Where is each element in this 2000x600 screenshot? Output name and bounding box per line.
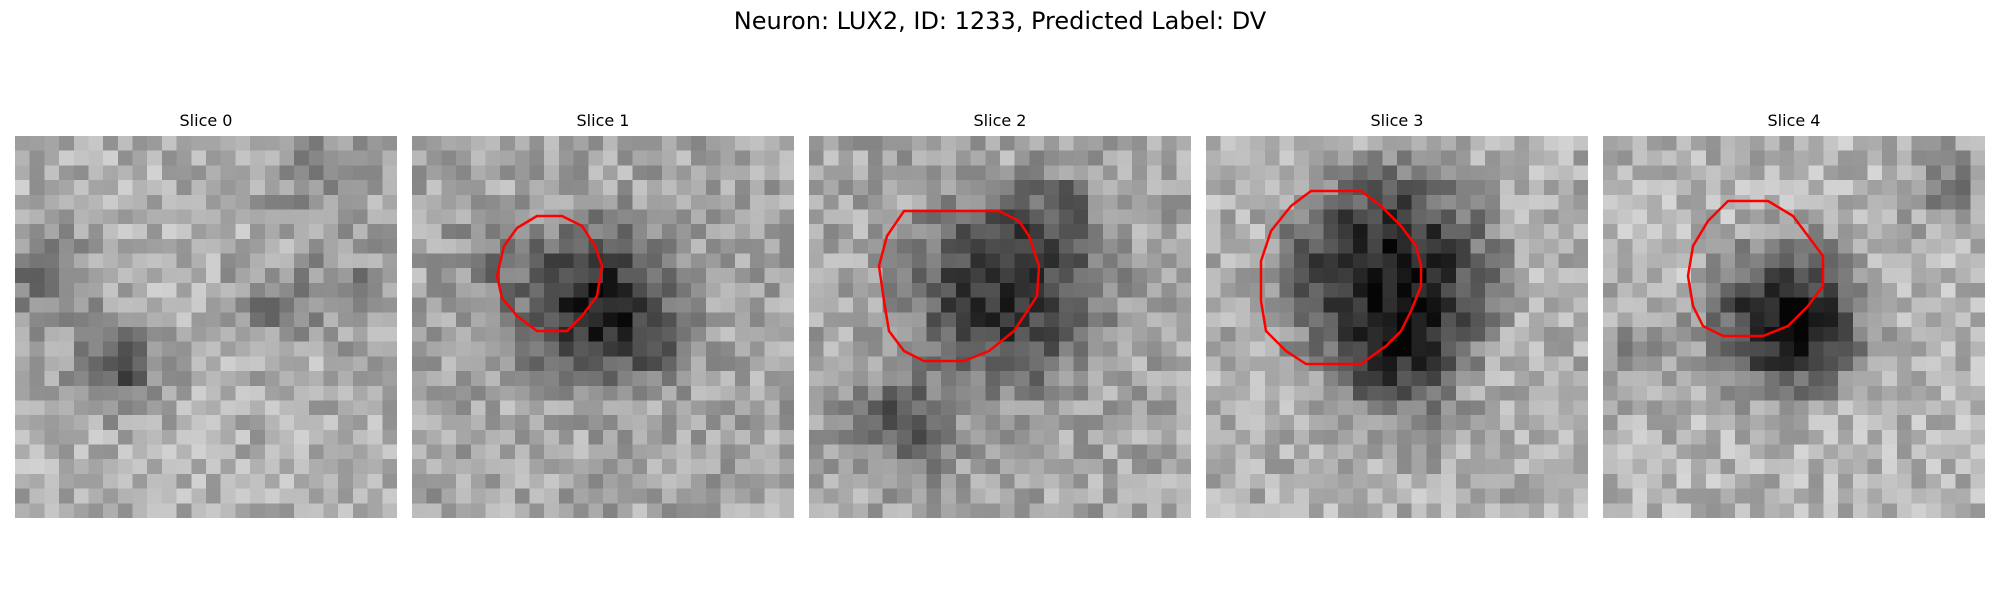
slice-panel-4: Slice 4 (1603, 110, 1985, 518)
slice-title-1: Slice 1 (576, 111, 630, 130)
slice-title-2: Slice 2 (973, 111, 1027, 130)
slice-panel-2: Slice 2 (809, 110, 1191, 518)
neuron-outline (1259, 189, 1423, 366)
slice-image-3 (1206, 136, 1588, 518)
slice-panel-1: Slice 1 (412, 110, 794, 518)
slice-pixels (15, 136, 397, 518)
slice-panel-0: Slice 0 (15, 110, 397, 518)
slice-title-3: Slice 3 (1370, 111, 1424, 130)
neuron-outline (1686, 199, 1825, 338)
slice-image-2 (809, 136, 1191, 518)
slice-image-1 (412, 136, 794, 518)
figure-title: Neuron: LUX2, ID: 1233, Predicted Label:… (733, 7, 1267, 35)
slice-title-4: Slice 4 (1767, 111, 1821, 130)
slice-pixels (809, 136, 1191, 518)
slice-image-4 (1603, 136, 1985, 518)
neuron-outline (877, 209, 1041, 363)
neuron-outline (495, 214, 604, 333)
slice-panel-3: Slice 3 (1206, 110, 1588, 518)
slice-pixels (412, 136, 794, 518)
slice-title-0: Slice 0 (179, 111, 233, 130)
slice-pixels (1603, 136, 1985, 518)
slice-pixels (1206, 136, 1588, 518)
slice-image-0 (15, 136, 397, 518)
